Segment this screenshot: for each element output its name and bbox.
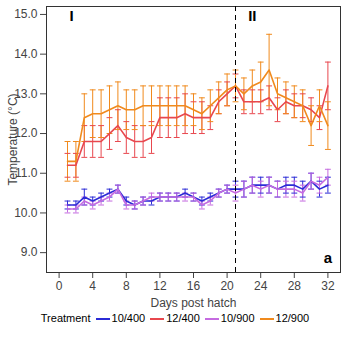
svg-text:14.0: 14.0 bbox=[14, 47, 38, 61]
svg-text:8: 8 bbox=[123, 279, 130, 293]
svg-text:13.0: 13.0 bbox=[14, 86, 38, 101]
svg-text:12.0: 12.0 bbox=[14, 126, 38, 141]
svg-text:24: 24 bbox=[254, 279, 268, 293]
html-text:12/400: 12/400 bbox=[166, 312, 200, 324]
svg-text:15.0: 15.0 bbox=[14, 7, 38, 21]
svg-text:Temperature (°C): Temperature (°C) bbox=[6, 93, 20, 185]
html-text:12/900: 12/900 bbox=[275, 312, 310, 324]
svg-text:II: II bbox=[248, 7, 256, 24]
svg-text:32: 32 bbox=[321, 279, 335, 293]
svg-text:12: 12 bbox=[153, 279, 167, 293]
svg-text:9.0: 9.0 bbox=[21, 245, 38, 259]
html-text:Treatment: Treatment bbox=[40, 312, 91, 324]
html-text:10/900: 10/900 bbox=[220, 312, 255, 324]
svg-text:28: 28 bbox=[288, 279, 302, 293]
svg-text:20: 20 bbox=[220, 279, 234, 293]
svg-text:a: a bbox=[324, 249, 333, 266]
svg-text:I: I bbox=[70, 7, 74, 24]
html-text:10/400: 10/400 bbox=[111, 312, 146, 324]
svg-text:Days post hatch: Days post hatch bbox=[150, 296, 236, 310]
svg-text:11.0: 11.0 bbox=[15, 166, 38, 181]
svg-text:4: 4 bbox=[89, 279, 96, 293]
svg-text:10.0: 10.0 bbox=[14, 206, 38, 220]
svg-text:16: 16 bbox=[187, 279, 201, 293]
svg-text:0: 0 bbox=[56, 279, 63, 293]
